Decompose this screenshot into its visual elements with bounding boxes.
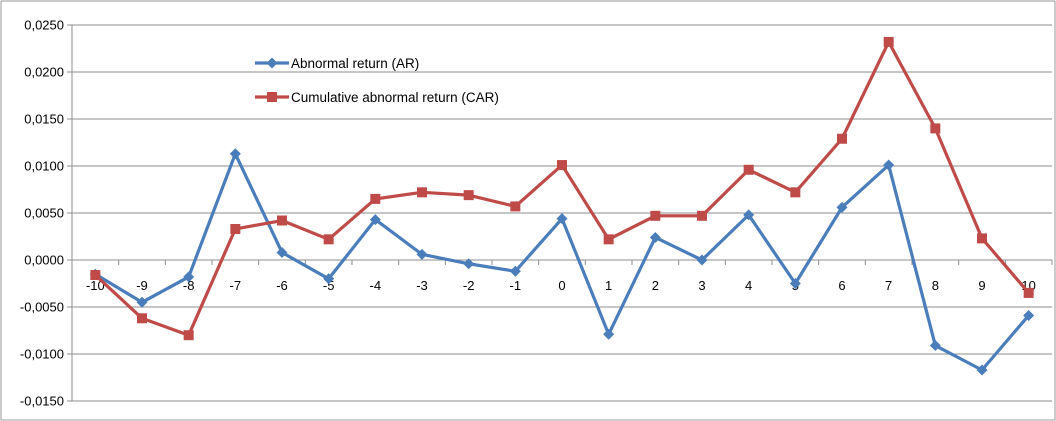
- data-point-square: [137, 313, 147, 324]
- legend-label: Cumulative abnormal return (CAR): [291, 90, 499, 105]
- data-point-square: [417, 187, 427, 198]
- x-tick-label: -4: [370, 278, 382, 293]
- data-point-diamond: [649, 231, 661, 243]
- x-tick-label: -2: [463, 278, 475, 293]
- data-point-diamond: [183, 271, 195, 283]
- legend-label: Abnormal return (AR): [291, 56, 419, 71]
- y-tick-labels: 0,0250 0,0200 0,0150 0,0100 0,0050 0,0000 -0,0…: [20, 18, 64, 409]
- x-tick-label: -3: [416, 278, 428, 293]
- data-point-square: [1023, 287, 1034, 298]
- legend-marker-diamond: [266, 57, 278, 69]
- data-point-square: [977, 233, 987, 244]
- data-point-square: [90, 270, 101, 281]
- y-tick-label: 0,0050: [24, 206, 64, 221]
- data-point-square: [510, 201, 521, 212]
- legend: Abnormal return (AR) Cumulative abnormal …: [255, 56, 499, 105]
- x-tick-label: -10: [86, 278, 105, 293]
- legend-marker-square: [267, 92, 277, 102]
- x-tick-label: -6: [276, 278, 288, 293]
- data-point-diamond: [229, 148, 241, 160]
- x-tick-label: 8: [932, 278, 939, 293]
- x-tick-label: 1: [605, 278, 612, 293]
- y-tick-label: -0,0100: [20, 347, 64, 362]
- y-tick-label: 0,0200: [24, 65, 64, 80]
- data-point-diamond: [976, 364, 988, 376]
- data-point-square: [790, 187, 801, 198]
- x-tick-label: 7: [885, 278, 892, 293]
- data-point-square: [230, 223, 241, 234]
- data-point-square: [277, 215, 287, 226]
- data-point-diamond: [276, 246, 288, 258]
- data-point-diamond: [603, 328, 615, 340]
- y-tick-label: 0,0100: [24, 159, 64, 174]
- data-point-diamond: [696, 254, 708, 266]
- y-tick-label: -0,0050: [20, 300, 64, 315]
- x-tick-label: -9: [136, 278, 148, 293]
- data-point-diamond: [743, 209, 755, 221]
- series-lines: [89, 36, 1035, 376]
- legend-entry: Abnormal return (AR): [255, 56, 419, 71]
- data-point-square: [323, 234, 334, 245]
- data-point-square: [743, 164, 754, 175]
- data-point-square: [370, 193, 381, 204]
- data-point-diamond: [789, 278, 801, 289]
- x-tick-label: 0: [558, 278, 565, 293]
- data-point-diamond: [136, 296, 148, 308]
- data-point-diamond: [929, 340, 941, 352]
- x-tick-label: 2: [652, 278, 659, 293]
- data-point-square: [650, 210, 661, 221]
- x-tick-label: 6: [838, 278, 845, 293]
- data-point-square: [603, 234, 614, 245]
- series-ar: [89, 148, 1035, 376]
- data-point-square: [930, 123, 941, 134]
- x-tick-label: -8: [183, 278, 195, 293]
- data-point-square: [837, 133, 847, 144]
- x-tick-label: 3: [698, 278, 705, 293]
- data-point-diamond: [509, 265, 521, 277]
- series-car: [90, 36, 1034, 341]
- data-point-diamond: [416, 248, 428, 260]
- data-point-diamond: [323, 273, 335, 285]
- x-tick-label: 9: [978, 278, 985, 293]
- data-point-diamond: [369, 214, 381, 226]
- axes: [67, 24, 1053, 402]
- data-point-square: [883, 36, 894, 47]
- data-point-square: [557, 160, 567, 171]
- x-tick-label: -1: [510, 278, 522, 293]
- data-point-diamond: [836, 201, 848, 213]
- data-point-diamond: [463, 258, 475, 270]
- data-point-square: [183, 330, 194, 341]
- data-point-square: [463, 190, 474, 201]
- x-tick-labels: -10-9-8-7-6-5-4-3-2-1012345678910: [86, 278, 1036, 293]
- y-tick-label: 0,0150: [24, 112, 64, 127]
- x-tick-label: -7: [230, 278, 242, 293]
- data-point-diamond: [1023, 309, 1035, 321]
- legend-entry: Cumulative abnormal return (CAR): [255, 90, 499, 105]
- data-point-square: [697, 210, 707, 221]
- x-tick-label: 4: [745, 278, 752, 293]
- data-point-diamond: [556, 213, 568, 225]
- data-point-diamond: [883, 159, 895, 171]
- y-tick-label: 0,0000: [24, 253, 64, 268]
- x-tick-label: -5: [323, 278, 335, 293]
- y-tick-label: -0,0150: [20, 394, 64, 409]
- y-tick-label: 0,0250: [24, 18, 64, 33]
